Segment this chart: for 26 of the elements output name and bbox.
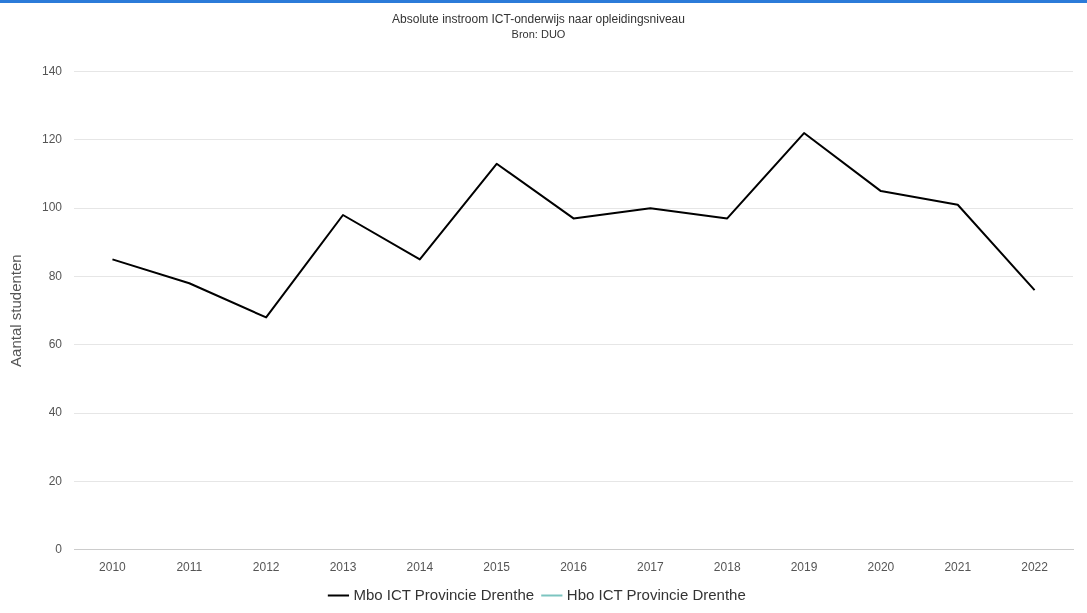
x-tick-label: 2021: [944, 560, 972, 575]
y-axis-title: Aantal studenten: [7, 254, 25, 367]
chart-title: Absolute instroom ICT-onderwijs naar opleidingsniveau: [392, 11, 685, 26]
x-tick-label: 2011: [176, 560, 203, 575]
y-tick-label: 80: [48, 268, 63, 283]
x-tick-label: 2020: [867, 560, 895, 575]
x-tick-label: 2017: [637, 560, 665, 575]
y-tick-label: 0: [55, 541, 63, 556]
x-tick-label: 2013: [329, 560, 357, 575]
x-tick-label: 2015: [483, 560, 511, 575]
x-tick-label: 2016: [560, 560, 588, 575]
x-tick-label: 2014: [406, 560, 434, 575]
y-tick-label: 20: [48, 473, 63, 488]
legend-label: Mbo ICT Provincie Drenthe: [353, 585, 535, 603]
y-tick-label: 100: [41, 200, 63, 215]
x-tick-label: 2018: [713, 560, 741, 575]
y-tick-label: 140: [41, 63, 63, 78]
x-tick-label: 2022: [1021, 560, 1049, 575]
y-tick-label: 60: [48, 337, 63, 352]
legend-label: Hbo ICT Provincie Drenthe: [566, 585, 746, 603]
x-tick-label: 2010: [99, 560, 127, 575]
y-tick-label: 120: [41, 132, 63, 147]
y-tick-label: 40: [48, 405, 63, 420]
x-tick-label: 2019: [790, 560, 818, 575]
chart-subtitle: Bron: DUO: [511, 28, 566, 41]
x-tick-label: 2012: [252, 560, 280, 575]
